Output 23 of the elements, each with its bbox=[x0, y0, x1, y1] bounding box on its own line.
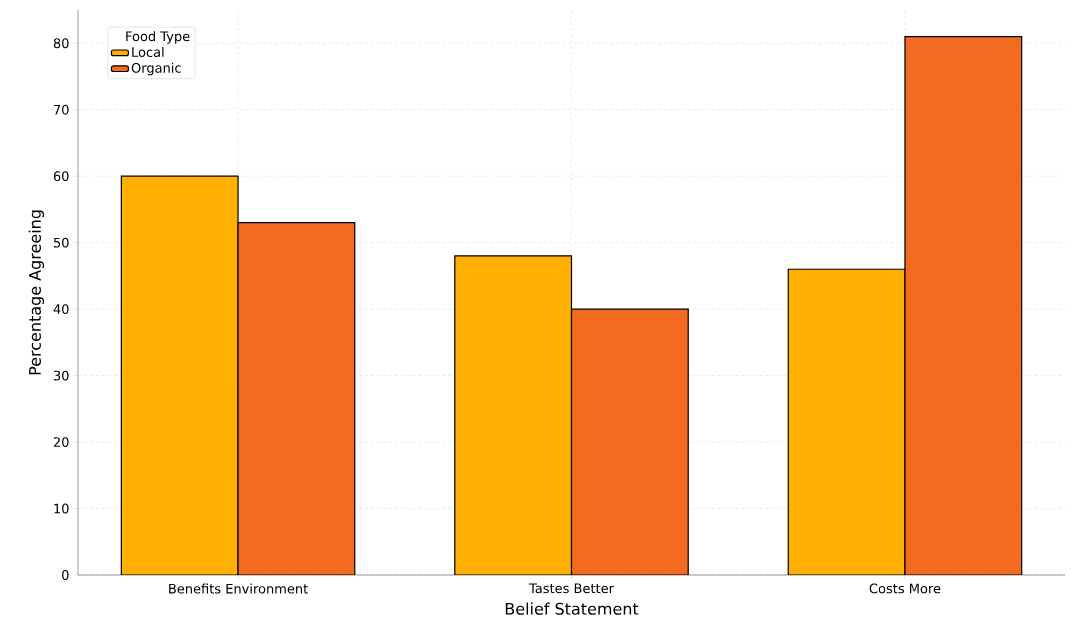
legend-title: Food Type bbox=[126, 31, 190, 44]
x-tick-label: Benefits Environment bbox=[169, 583, 308, 594]
legend-label: Local bbox=[132, 46, 164, 58]
y-tick-label: 60 bbox=[53, 171, 69, 182]
y-tick-label: 50 bbox=[53, 237, 69, 248]
y-tick-label: 20 bbox=[53, 437, 69, 447]
y-tick-label: 10 bbox=[54, 503, 69, 514]
bar bbox=[570, 308, 689, 575]
bar bbox=[237, 222, 356, 575]
y-tick-label: 70 bbox=[53, 104, 69, 115]
y-tick-label: 40 bbox=[53, 304, 69, 315]
y-tick-label: 30 bbox=[53, 370, 69, 381]
y-tick-label: 0 bbox=[62, 570, 69, 580]
bar bbox=[787, 268, 906, 575]
bar bbox=[454, 255, 573, 575]
y-axis-title: Percentage Agreeing bbox=[28, 210, 45, 375]
legend-label: Organic bbox=[131, 62, 181, 76]
bar bbox=[904, 35, 1023, 575]
y-tick-label: 80 bbox=[53, 38, 69, 49]
x-tick-label: Tastes Better bbox=[528, 583, 614, 594]
bar bbox=[120, 175, 239, 575]
x-axis-title: Belief Statement bbox=[505, 602, 639, 615]
x-tick-label: Costs More bbox=[869, 583, 941, 594]
